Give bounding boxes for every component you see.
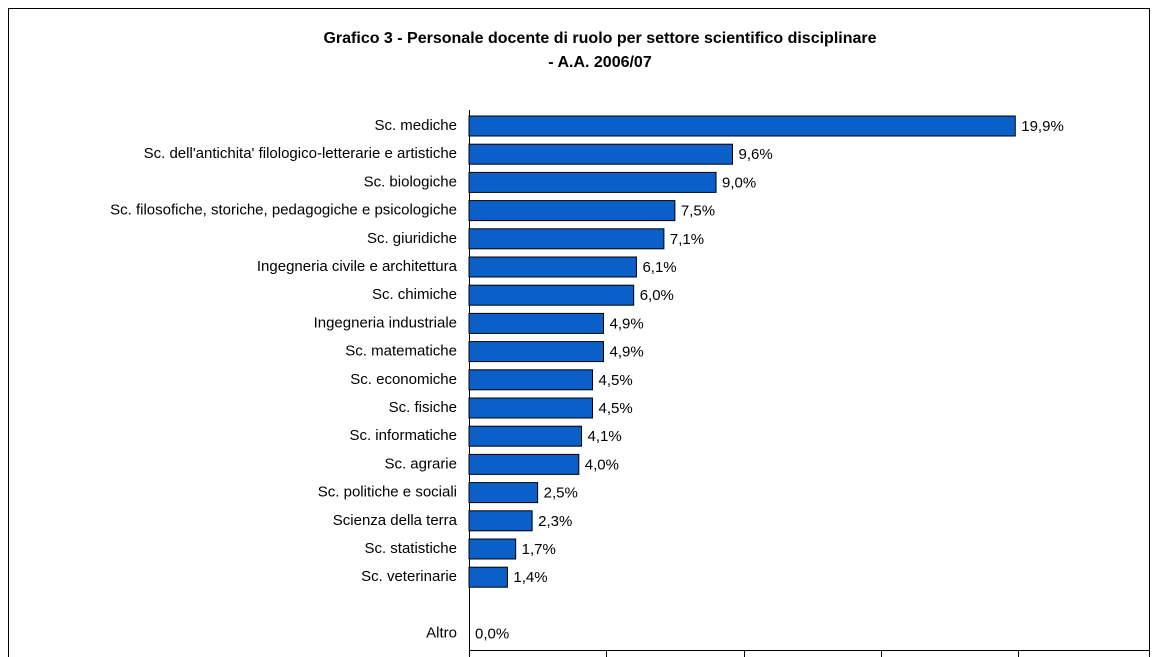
bar — [468, 425, 583, 447]
category-label: Sc. agrarie — [384, 455, 457, 472]
chart-subtitle: - A.A. 2006/07 — [548, 54, 652, 71]
category-label: Sc. politiche e sociali — [318, 484, 457, 501]
bar — [468, 369, 594, 391]
category-label: Sc. informatiche — [349, 427, 457, 444]
category-label: Sc. matematiche — [345, 343, 457, 360]
category-label: Sc. veterinarie — [361, 568, 457, 585]
bar — [468, 538, 517, 560]
chart-title: Grafico 3 - Personale docente di ruolo p… — [323, 30, 876, 47]
category-label: Sc. mediche — [374, 117, 457, 134]
category-label: Ingegneria civile e architettura — [257, 258, 458, 275]
category-label: Sc. filosofiche, storiche, pedagogiche e… — [110, 202, 457, 219]
bar — [468, 200, 676, 222]
bar — [468, 171, 717, 193]
value-label: 0,0% — [475, 626, 509, 643]
bar — [468, 341, 605, 363]
bar — [468, 510, 533, 532]
bar — [468, 228, 665, 250]
value-label: 4,9% — [610, 344, 644, 361]
value-label: 2,3% — [538, 513, 572, 530]
bar — [468, 482, 539, 504]
category-label: Sc. economiche — [350, 371, 457, 388]
bar — [468, 566, 508, 588]
value-label: 4,1% — [588, 428, 622, 445]
bar — [468, 284, 635, 306]
value-label: 2,5% — [544, 485, 578, 502]
category-label: Sc. giuridiche — [367, 230, 457, 247]
value-label: 7,5% — [681, 203, 715, 220]
value-label: 4,5% — [599, 400, 633, 417]
bar — [468, 453, 580, 475]
bar — [468, 256, 637, 278]
category-label: Sc. dell'antichita' filologico-letterari… — [144, 145, 457, 162]
category-label: Scienza della terra — [333, 512, 458, 529]
bar — [468, 143, 734, 165]
category-label: Ingegneria industriale — [314, 314, 457, 331]
value-label: 6,0% — [640, 287, 674, 304]
category-label: Sc. biologiche — [364, 173, 457, 190]
value-label: 4,9% — [610, 315, 644, 332]
value-label: 1,7% — [522, 541, 556, 558]
value-label: 4,0% — [585, 456, 619, 473]
chart-border — [8, 8, 1150, 657]
bar — [468, 115, 1016, 137]
value-label: 9,6% — [739, 146, 773, 163]
category-label: Sc. chimiche — [372, 286, 457, 303]
value-label: 6,1% — [642, 259, 676, 276]
category-label: Sc. fisiche — [389, 399, 457, 416]
value-label: 19,9% — [1021, 118, 1064, 135]
value-label: 7,1% — [670, 231, 704, 248]
value-label: 4,5% — [599, 372, 633, 389]
category-label: Sc. statistiche — [364, 540, 457, 557]
bar — [468, 397, 594, 419]
bar — [468, 312, 605, 334]
value-label: 9,0% — [722, 174, 756, 191]
value-label: 1,4% — [513, 569, 547, 586]
category-label: Altro — [426, 625, 457, 642]
